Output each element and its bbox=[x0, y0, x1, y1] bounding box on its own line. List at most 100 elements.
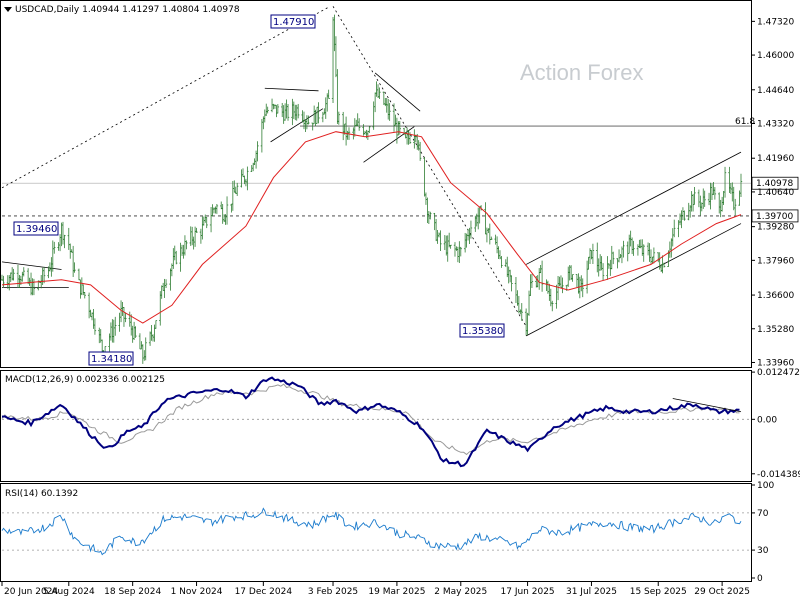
price-bar bbox=[346, 130, 349, 140]
price-bar bbox=[276, 104, 280, 114]
support-price-tag: 1.39700 bbox=[751, 209, 799, 223]
price-bar bbox=[386, 99, 390, 120]
price-bar bbox=[212, 207, 216, 214]
price-bar bbox=[447, 232, 451, 248]
date-tick-label: 3 Feb 2025 bbox=[308, 587, 358, 597]
price-bar bbox=[169, 268, 172, 291]
date-tick-label: 17 Dec 2024 bbox=[235, 587, 293, 597]
price-bar bbox=[372, 101, 375, 130]
price-bar bbox=[720, 196, 724, 212]
rsi-tick-label: 0 bbox=[757, 574, 763, 584]
price-bar bbox=[555, 284, 558, 309]
rsi-tick-label: 100 bbox=[757, 481, 774, 491]
price-bar bbox=[305, 115, 309, 130]
price-tick-label: 1.37960 bbox=[757, 256, 794, 266]
price-bar bbox=[265, 103, 268, 116]
price-bar bbox=[270, 98, 274, 113]
price-bar bbox=[567, 266, 570, 287]
price-bar bbox=[138, 333, 142, 350]
price-bar bbox=[205, 217, 208, 229]
price-bar bbox=[434, 218, 438, 242]
date-tick-label: 5 Aug 2024 bbox=[43, 587, 95, 597]
price-bar bbox=[580, 275, 583, 292]
price-bar bbox=[382, 91, 386, 105]
price-bar bbox=[214, 206, 217, 214]
date-tick-label: 29 Oct 2025 bbox=[694, 587, 750, 597]
header-dropdown-arrow[interactable] bbox=[4, 7, 12, 12]
box-label-frame bbox=[270, 14, 316, 29]
flag-top bbox=[264, 87, 319, 92]
price-bar bbox=[469, 220, 473, 239]
price-bar bbox=[490, 236, 493, 240]
price-bar bbox=[671, 228, 674, 247]
macd-y-axis: 0.012472 0.00 -0.014389 bbox=[751, 368, 800, 480]
price-bar bbox=[681, 207, 685, 220]
price-bar bbox=[617, 249, 621, 263]
price-bar bbox=[691, 193, 695, 212]
price-bar bbox=[344, 116, 348, 146]
price-bar bbox=[449, 244, 452, 249]
price-bar bbox=[87, 292, 91, 319]
price-bar bbox=[459, 246, 462, 257]
price-bar bbox=[130, 314, 133, 336]
moving-average-line bbox=[1, 131, 742, 324]
price-bar bbox=[334, 36, 338, 78]
price-bar bbox=[337, 111, 341, 125]
price-bar bbox=[636, 244, 640, 256]
price-bar bbox=[731, 182, 734, 202]
price-bar bbox=[673, 219, 676, 238]
price-bar bbox=[453, 242, 457, 257]
price-bar bbox=[363, 130, 367, 135]
price-bar bbox=[77, 268, 81, 281]
price-bar bbox=[234, 186, 237, 194]
price-tick-label: 1.36600 bbox=[757, 291, 794, 301]
price-bar bbox=[53, 241, 56, 254]
price-bar bbox=[597, 258, 600, 277]
date-tick-label: 1 Nov 2024 bbox=[171, 587, 223, 597]
price-bar bbox=[527, 290, 531, 316]
price-bar bbox=[275, 104, 278, 118]
price-tag-frame bbox=[751, 209, 799, 223]
price-bar bbox=[610, 245, 613, 270]
price-bar bbox=[282, 105, 285, 124]
chevron-down-icon[interactable] bbox=[4, 7, 12, 12]
price-bar bbox=[21, 271, 24, 282]
price-bar bbox=[195, 227, 198, 233]
price-bar bbox=[632, 240, 635, 256]
high-label: 1.47910 bbox=[270, 14, 316, 29]
box-label-text: 1.34180 bbox=[91, 354, 132, 365]
price-bar bbox=[331, 16, 335, 103]
price-bar bbox=[317, 102, 320, 124]
box-label-frame bbox=[459, 323, 505, 338]
macd-lines bbox=[1, 376, 742, 468]
price-bar bbox=[327, 89, 330, 99]
price-pane-border bbox=[0, 0, 752, 368]
price-bar bbox=[134, 326, 137, 338]
box-label-frame bbox=[13, 221, 59, 236]
price-bar bbox=[150, 325, 153, 341]
macd-series-macd bbox=[1, 376, 740, 468]
price-bar bbox=[190, 226, 194, 246]
price-bar bbox=[69, 243, 72, 259]
price-bar bbox=[458, 241, 461, 264]
price-bar bbox=[526, 312, 529, 335]
price-bar bbox=[517, 295, 521, 314]
price-bar bbox=[266, 106, 269, 114]
price-bar bbox=[182, 244, 185, 259]
price-bar bbox=[26, 268, 30, 285]
price-bar bbox=[697, 189, 701, 208]
price-bar bbox=[463, 232, 467, 253]
price-bar bbox=[677, 220, 680, 238]
price-bar bbox=[353, 118, 357, 137]
price-bar bbox=[373, 92, 377, 113]
price-bar bbox=[201, 216, 204, 240]
price-bar bbox=[497, 246, 500, 260]
price-bar bbox=[514, 277, 518, 304]
price-bar bbox=[324, 97, 327, 119]
price-bar bbox=[83, 292, 86, 299]
price-bar bbox=[559, 275, 563, 288]
price-bar bbox=[571, 274, 574, 282]
price-bar bbox=[609, 259, 612, 276]
price-bar bbox=[163, 278, 166, 298]
price-bar bbox=[241, 168, 245, 178]
